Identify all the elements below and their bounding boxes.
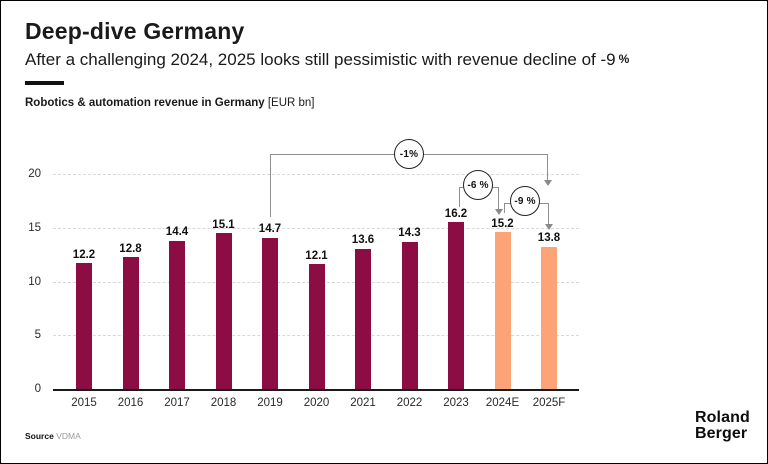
- bar-2025F: [541, 246, 557, 389]
- annotation-vline-left-1: [459, 187, 460, 207]
- annotation-arrow-down-1: [494, 209, 503, 215]
- annotation-vline-left-2: [504, 203, 505, 213]
- annotation-vline-right-2: [548, 203, 549, 224]
- y-axis-label-20: 20: [28, 168, 41, 180]
- bar-2017: [169, 240, 185, 389]
- annotation-vline-right-0: [547, 154, 548, 180]
- bar-2021: [355, 248, 371, 389]
- annotation-circle-0: -1%: [394, 139, 424, 169]
- x-axis-label-2017: 2017: [164, 397, 190, 409]
- annotation-vline-left-0: [270, 154, 271, 217]
- annotation-circle-1: -6 %: [463, 170, 493, 200]
- x-axis-label-2016: 2016: [117, 397, 144, 409]
- bar-2024E: [494, 232, 511, 389]
- subtitle-text: After a challenging 2024, 2025 looks sti…: [25, 50, 616, 69]
- bar-value-2025F: 13.8: [537, 232, 561, 245]
- bar-2018: [215, 233, 232, 389]
- chart-heading-unit: [EUR bn]: [264, 97, 315, 109]
- y-axis-label-10: 10: [28, 275, 41, 288]
- chart-heading: Robotics & automation revenue in Germany…: [25, 97, 315, 109]
- x-axis-label-2019: 2019: [257, 397, 283, 409]
- source-value: VDMA: [56, 431, 81, 441]
- bar-value-2024E: 15.2: [491, 217, 514, 230]
- bar-value-2019: 14.7: [258, 223, 282, 236]
- bar-2019: [262, 237, 278, 389]
- source-line: Source VDMA: [25, 431, 81, 441]
- source-label: Source: [25, 431, 54, 441]
- y-axis-label-0: 0: [34, 383, 41, 395]
- bar-2020: [308, 264, 325, 389]
- gridline-20: [53, 174, 579, 175]
- x-axis-label-2018: 2018: [210, 397, 237, 409]
- x-axis-label-2021: 2021: [350, 397, 376, 409]
- subtitle-percent-sign: %: [618, 52, 630, 66]
- bar-value-2022: 14.3: [398, 227, 421, 240]
- x-axis-label-2020: 2020: [303, 397, 330, 409]
- page-subtitle: After a challenging 2024, 2025 looks sti…: [25, 50, 629, 70]
- x-axis-label-2022: 2022: [396, 397, 423, 409]
- bar-2022: [401, 241, 418, 389]
- y-axis-label-15: 15: [28, 221, 41, 234]
- x-axis-line: [53, 389, 579, 391]
- roland-berger-logo: Roland Berger: [695, 410, 750, 441]
- bar-value-2016: 12.8: [119, 242, 142, 255]
- y-axis-label-5: 5: [34, 329, 41, 342]
- annotation-vline-right-1: [498, 187, 499, 209]
- annotation-arrow-down-2: [544, 224, 553, 230]
- x-axis-label-2025F: 2025F: [532, 397, 566, 409]
- logo-line-1: Roland: [695, 409, 750, 426]
- logo-line-2: Berger: [695, 424, 748, 442]
- bar-2016: [122, 257, 139, 389]
- bar-value-2015: 12.2: [72, 248, 96, 261]
- bar-value-2017: 14.4: [165, 226, 189, 239]
- bar-2023: [448, 222, 464, 389]
- annotation-arrow-down-0: [543, 180, 552, 186]
- x-axis-label-2023: 2023: [443, 397, 469, 409]
- bar-value-2021: 13.6: [351, 234, 375, 247]
- bar-value-2023: 16.2: [444, 207, 468, 220]
- x-axis-label-2015: 2015: [71, 397, 97, 409]
- bar-value-2020: 12.1: [305, 249, 328, 262]
- gridline-15: [53, 227, 579, 229]
- chart-heading-label: Robotics & automation revenue in Germany: [25, 97, 265, 109]
- page-title: Deep-dive Germany: [25, 18, 245, 44]
- bar-2015: [76, 263, 92, 389]
- bar-value-2018: 15.1: [212, 218, 235, 231]
- annotation-circle-2: -9 %: [510, 186, 540, 216]
- divider-dash: [25, 81, 64, 85]
- x-axis-label-2024E: 2024E: [485, 397, 520, 409]
